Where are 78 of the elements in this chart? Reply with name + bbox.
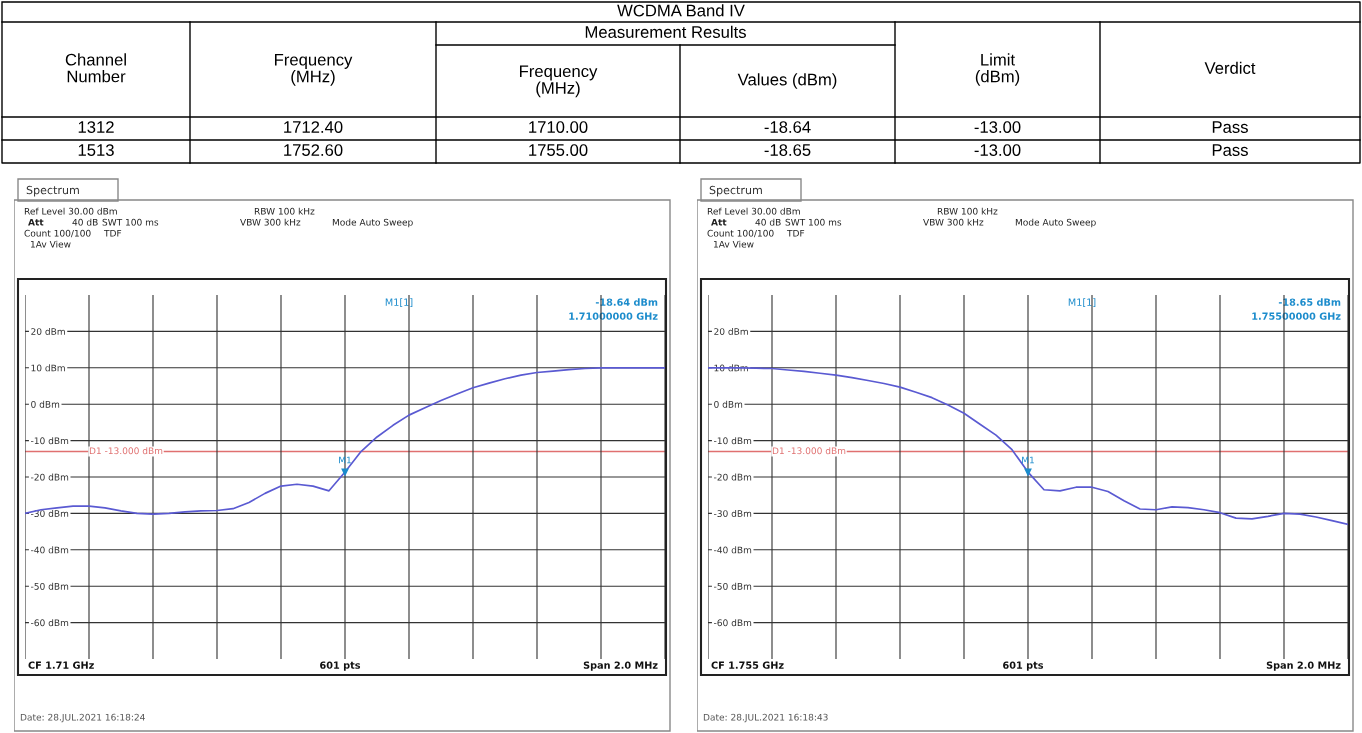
ref-line-label: D1 -13.000 dBm xyxy=(772,447,846,455)
text: 1712.40 xyxy=(284,121,343,133)
y-tick-label: 20 dBm xyxy=(31,327,65,335)
text: Att xyxy=(711,218,727,226)
text: 40 dB xyxy=(755,218,781,226)
text: Mode Auto Sweep xyxy=(332,218,413,228)
text: -18.64 xyxy=(764,121,811,133)
annotation: M1[1] xyxy=(385,298,413,307)
text: Date: 28.JUL.2021 16:18:24 xyxy=(20,713,145,723)
text: TDF xyxy=(786,229,805,237)
text: 1Av View xyxy=(30,240,71,248)
annotation: M1 xyxy=(339,456,351,464)
text: Mode Auto Sweep xyxy=(1015,218,1096,228)
text: WCDMA Band IV xyxy=(617,4,745,17)
text: -18.65 xyxy=(764,144,811,156)
y-tick-label: -60 dBm xyxy=(31,619,69,627)
text: Att xyxy=(28,218,44,226)
text: Frequency (MHz) xyxy=(520,65,598,98)
text: VBW 300 kHz xyxy=(923,218,984,226)
text: CF 1.71 GHz xyxy=(28,661,94,669)
annotation: M1 xyxy=(1022,456,1034,464)
y-tick-label: 20 dBm xyxy=(714,327,748,335)
y-tick-label: -20 dBm xyxy=(714,473,752,481)
text: Measurement Results xyxy=(585,25,746,38)
y-tick-label: -40 dBm xyxy=(714,546,752,554)
y-tick-label: -50 dBm xyxy=(714,582,752,590)
text: Ref Level 30.00 dBm xyxy=(707,207,800,215)
text: 1Av View xyxy=(713,240,754,248)
y-tick-label: -50 dBm xyxy=(31,582,69,590)
annotation: -18.65 dBm xyxy=(1278,298,1341,306)
text: Pass xyxy=(1212,121,1248,133)
text: -13.00 xyxy=(974,144,1021,156)
text: Span 2.0 MHz xyxy=(1266,661,1341,671)
text: VBW 300 kHz xyxy=(240,218,301,226)
text: Channel Number xyxy=(65,53,126,83)
text: Limit (dBm) xyxy=(975,53,1020,86)
y-tick-label: -30 dBm xyxy=(714,509,752,517)
annotation: 1.71000000 GHz xyxy=(569,312,658,320)
y-tick-label: -10 dBm xyxy=(31,437,69,445)
text: Date: 28.JUL.2021 16:18:43 xyxy=(703,713,828,723)
text: Count 100/100 xyxy=(24,229,91,238)
text: 1513 xyxy=(78,144,114,156)
y-tick-label: 0 dBm xyxy=(714,400,743,408)
y-tick-label: 0 dBm xyxy=(31,400,60,408)
text: 601 pts xyxy=(320,661,361,671)
text: RBW 100 kHz xyxy=(937,207,998,215)
annotation: 1.75500000 GHz xyxy=(1252,312,1341,320)
annotation: M1[1] xyxy=(1068,298,1096,307)
ref-line-label: D1 -13.000 dBm xyxy=(89,447,163,455)
text: Pass xyxy=(1212,144,1248,156)
y-tick-label: -20 dBm xyxy=(31,473,69,481)
y-tick-label: -40 dBm xyxy=(31,546,69,554)
text: Verdict xyxy=(1204,61,1256,74)
text: Spectrum xyxy=(709,185,762,197)
text: SWT 100 ms xyxy=(785,218,842,226)
text: Frequency (MHz) xyxy=(275,53,353,86)
text: 1312 xyxy=(78,121,114,133)
text: Spectrum xyxy=(26,185,79,197)
text: CF 1.755 GHz xyxy=(711,661,784,669)
annotation: -18.64 dBm xyxy=(595,298,658,306)
text: Ref Level 30.00 dBm xyxy=(24,207,117,215)
y-tick-label: 10 dBm xyxy=(31,364,65,372)
text: RBW 100 kHz xyxy=(254,207,315,215)
text: Values (dBm) xyxy=(737,73,837,89)
text: Count 100/100 xyxy=(707,229,774,238)
text: 40 dB xyxy=(72,218,98,226)
text: TDF xyxy=(103,229,122,237)
text: Span 2.0 MHz xyxy=(583,661,658,671)
text: 1710.00 xyxy=(529,121,588,133)
text: 1752.60 xyxy=(284,144,343,156)
line-series xyxy=(25,366,665,515)
text: 601 pts xyxy=(1003,661,1044,671)
text: SWT 100 ms xyxy=(102,218,159,226)
text: 1755.00 xyxy=(529,144,588,156)
y-tick-label: -60 dBm xyxy=(714,619,752,627)
text: -13.00 xyxy=(974,121,1021,133)
line-series xyxy=(708,366,1348,526)
y-tick-label: -10 dBm xyxy=(714,437,752,445)
